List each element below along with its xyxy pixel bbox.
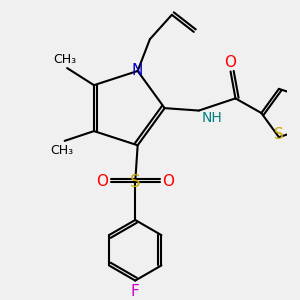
Text: N: N: [132, 64, 143, 79]
Text: O: O: [225, 55, 237, 70]
Text: CH₃: CH₃: [53, 53, 76, 66]
Text: O: O: [162, 174, 174, 189]
Text: NH: NH: [201, 111, 222, 125]
Text: O: O: [96, 174, 108, 189]
Text: CH₃: CH₃: [51, 144, 74, 157]
Text: S: S: [130, 173, 140, 191]
Text: S: S: [274, 127, 284, 142]
Text: F: F: [131, 284, 140, 299]
